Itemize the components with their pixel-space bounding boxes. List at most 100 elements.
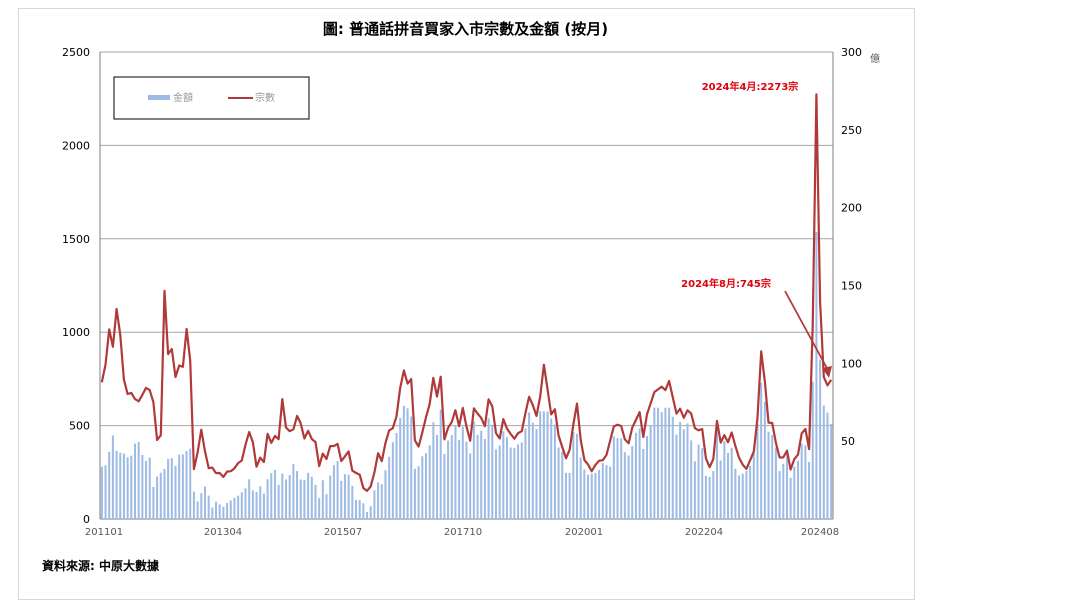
amount-bar bbox=[564, 472, 567, 519]
count-line bbox=[100, 93, 833, 492]
amount-bar bbox=[734, 468, 737, 519]
y-right-tick-label: 50 bbox=[841, 435, 855, 448]
amount-bar bbox=[778, 471, 781, 519]
amount-bar bbox=[203, 486, 206, 519]
amount-bar bbox=[215, 501, 218, 519]
amount-bar bbox=[340, 480, 343, 519]
amount-bar bbox=[804, 445, 807, 519]
amount-bar bbox=[506, 437, 509, 519]
amount-bar bbox=[222, 506, 225, 519]
amount-bar bbox=[774, 447, 777, 519]
amount-bar bbox=[373, 490, 376, 519]
amount-bar bbox=[550, 418, 553, 519]
amount-bar bbox=[273, 469, 276, 519]
amount-bar bbox=[601, 463, 604, 519]
amount-bar bbox=[384, 470, 387, 519]
amount-bar bbox=[476, 434, 479, 519]
amount-bar bbox=[458, 439, 461, 519]
amount-bar bbox=[111, 435, 114, 519]
amount-bar bbox=[369, 506, 372, 519]
amount-bar bbox=[605, 465, 608, 519]
amount-bar bbox=[336, 460, 339, 519]
amount-bar bbox=[284, 479, 288, 519]
amount-bar bbox=[259, 486, 262, 519]
amount-bar bbox=[100, 466, 103, 519]
amount-bar bbox=[553, 424, 556, 519]
amount-bar bbox=[741, 473, 744, 519]
amount-bar bbox=[391, 442, 394, 519]
amount-bar bbox=[811, 381, 814, 519]
x-tick-label: 201710 bbox=[444, 527, 482, 538]
amount-bar bbox=[627, 455, 630, 519]
amount-bar bbox=[535, 429, 538, 519]
amount-bar bbox=[793, 466, 796, 519]
amount-bar bbox=[358, 500, 361, 519]
amount-bar bbox=[178, 454, 181, 519]
amount-bar bbox=[690, 440, 693, 519]
amount-bar bbox=[520, 442, 523, 519]
amount-bar bbox=[752, 453, 755, 519]
amount-bar bbox=[255, 491, 258, 519]
amount-bar bbox=[789, 477, 792, 519]
y-left-tick-label: 0 bbox=[83, 513, 90, 526]
amount-bar bbox=[207, 495, 210, 519]
amount-bar bbox=[634, 432, 637, 519]
amount-bar bbox=[310, 476, 313, 519]
y-left-tick-label: 2000 bbox=[62, 139, 90, 152]
amount-bar bbox=[645, 436, 649, 519]
y-left-tick-label: 500 bbox=[69, 420, 90, 433]
amount-bar bbox=[450, 435, 453, 519]
amount-bar bbox=[281, 473, 284, 519]
amount-bar bbox=[288, 474, 291, 519]
amount-bar bbox=[181, 454, 184, 519]
amount-bar bbox=[609, 466, 612, 519]
y-right-tick-label: 200 bbox=[841, 202, 862, 215]
amount-bar bbox=[760, 382, 763, 519]
amount-bar bbox=[480, 430, 483, 519]
amount-bar bbox=[502, 431, 505, 519]
amount-bar bbox=[782, 463, 785, 519]
amount-bar bbox=[701, 448, 704, 519]
amount-bar bbox=[240, 492, 243, 519]
amount-bar bbox=[200, 493, 203, 519]
amount-bar bbox=[542, 411, 545, 519]
amount-bar bbox=[830, 423, 833, 519]
amount-bar bbox=[362, 503, 365, 519]
amount-bar bbox=[439, 409, 442, 519]
x-tick-label: 202001 bbox=[565, 527, 603, 538]
amount-bar bbox=[233, 497, 236, 519]
amount-bar bbox=[229, 500, 232, 519]
amount-bar bbox=[343, 474, 346, 519]
amount-bar bbox=[321, 480, 324, 519]
amount-bar bbox=[719, 460, 722, 519]
amount-bar bbox=[594, 472, 597, 519]
amount-bar bbox=[469, 453, 472, 519]
amount-bar bbox=[167, 458, 170, 519]
amount-bar bbox=[163, 469, 166, 519]
amount-bar bbox=[454, 425, 457, 519]
annotation-peak: 2024年4月:2273宗 bbox=[702, 80, 799, 93]
amount-bar bbox=[612, 436, 615, 519]
amount-bar bbox=[137, 441, 140, 519]
amount-bar bbox=[325, 494, 328, 519]
amount-bar bbox=[402, 405, 405, 519]
amount-bar bbox=[738, 475, 741, 519]
amount-bar bbox=[756, 423, 759, 519]
amount-bar bbox=[244, 488, 247, 519]
amount-bar bbox=[483, 438, 486, 519]
amount-bar bbox=[712, 471, 715, 519]
amount-bar bbox=[808, 462, 811, 519]
amount-bar bbox=[642, 448, 645, 519]
y-right-tick-label: 100 bbox=[841, 357, 862, 370]
amount-bar bbox=[671, 416, 674, 519]
y-right-axis-label: 億 bbox=[870, 52, 880, 65]
amount-bar bbox=[152, 486, 155, 519]
amount-bar bbox=[266, 479, 269, 519]
amount-bar bbox=[727, 452, 730, 519]
amount-bar bbox=[815, 231, 818, 520]
amount-bar bbox=[819, 359, 822, 519]
amount-bar bbox=[693, 461, 696, 519]
amount-bar bbox=[494, 449, 497, 519]
amount-bar bbox=[686, 423, 689, 519]
